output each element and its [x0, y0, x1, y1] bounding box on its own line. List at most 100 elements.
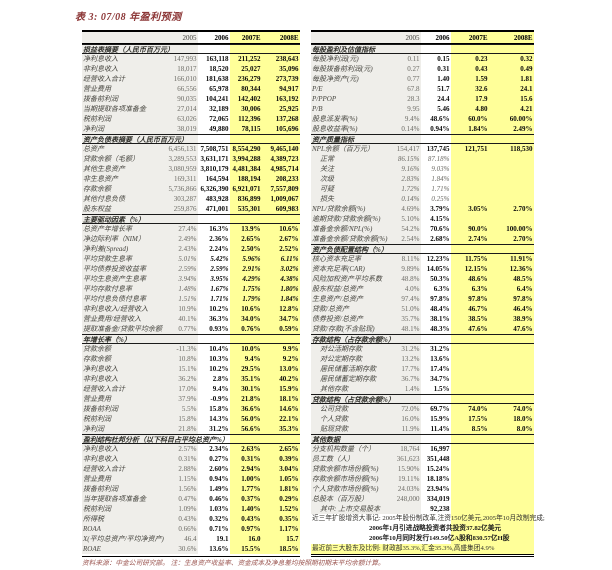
cell-2005: 10.9% — [166, 304, 198, 314]
row-label: 税前利润 — [82, 114, 166, 124]
row-label: 资本充足率(CAR) — [311, 264, 391, 274]
cell-2008e: 4.38% — [262, 274, 300, 284]
section-header-row: 盈利结构杜邦分析（以下科目占平均总资产%） — [82, 434, 300, 444]
cell-2005: 147,993 — [166, 54, 198, 64]
row-label: 营业费用 — [82, 394, 166, 404]
cell-2007e: 47.6% — [451, 324, 489, 334]
row-label: 其中: 上市交易股本 — [311, 504, 391, 514]
cell-2008e: 4,985,714 — [262, 164, 300, 174]
cell-2007e: 1.59 — [451, 74, 489, 84]
cell-2007e: 0.37% — [230, 494, 262, 504]
cell-2006: 12.23% — [426, 255, 450, 263]
cell-2007e: 21.8% — [230, 394, 262, 404]
cell-2005: 46.4 — [166, 534, 198, 544]
cell-2006: 471,001 — [205, 205, 229, 213]
cell-2006: 0.93% — [209, 325, 229, 333]
section-header-row: 其他数据 — [311, 434, 534, 444]
cell-2005: 37.9% — [166, 394, 198, 404]
row-label: 每股净资产(元) — [311, 74, 391, 84]
cell-2008e: 0.29% — [262, 494, 300, 504]
cell-2008e: 34.7% — [262, 314, 300, 324]
row-label: 当期提取各项准备金 — [82, 104, 166, 114]
cell-2006: 6,326,390 — [200, 185, 229, 193]
row-label: 对公活期存款 — [311, 344, 391, 354]
table-row: 股息派发率(%) 9.4% 48.6% 60.0% 60.00% — [311, 114, 534, 124]
cell-2006: 2.60% — [209, 465, 229, 473]
cell-2006: 10.3% — [209, 355, 229, 363]
cell-2005: 15.90% — [391, 464, 421, 474]
cell-2005: 0.14% — [391, 194, 421, 204]
cell-2006: 104,241 — [205, 95, 229, 103]
cell-2005: 27,014 — [166, 104, 198, 114]
cell-2006: 51.7 — [437, 85, 450, 93]
row-label: 净利息收入 — [82, 444, 166, 454]
cell-2006: -0.9% — [210, 395, 229, 403]
row-label: 股息派发率(%) — [311, 114, 391, 124]
table-row: 净利息收入 2.57% 2.34% 2.63% 2.65% — [82, 444, 300, 454]
col-header-2006: 2006 — [435, 34, 450, 42]
cell-2007e: 2.65% — [230, 234, 262, 244]
row-label: 生息资产/总资产 — [311, 294, 391, 304]
cell-2005: 18,764 — [391, 444, 421, 454]
row-label: 非利息收入 — [82, 454, 166, 464]
cell-2005: 1.56% — [166, 484, 198, 494]
cell-2005: 36.2% — [166, 374, 198, 384]
cell-2006: 351,448 — [426, 455, 450, 463]
cell-2007e: 34.0% — [230, 314, 262, 324]
cell-2006: 1.5% — [433, 385, 450, 393]
cell-2007e: 74.0% — [451, 404, 489, 414]
cell-2005: 6,456,131 — [166, 144, 198, 154]
cell-2007e: 4.29% — [230, 274, 262, 284]
table-row: 次级 2.83% 1.84% — [311, 174, 534, 184]
cell-2005: 8.11% — [391, 254, 421, 264]
table-row: 营业费用 1.15% 0.94% 1.00% 1.05% — [82, 474, 300, 484]
cell-2005: 3.94% — [166, 274, 198, 284]
row-label: 总资产 — [82, 144, 166, 154]
cell-2006: 1.84% — [431, 175, 450, 183]
row-label: 公司贷款 — [311, 404, 391, 414]
cell-2008e: 4.21 — [489, 104, 534, 114]
cell-2008e: 208,233 — [262, 174, 300, 184]
cell-2005: 86.15% — [391, 154, 421, 164]
table-row: 净边际利率（NIM） 2.49% 2.36% 2.65% 2.67% — [82, 234, 300, 244]
cell-2007e: 4,481,384 — [230, 164, 262, 174]
cell-2005: 0.47% — [166, 494, 198, 504]
table-row: 资本充足率(CAR) 9.89% 14.05% 12.15% 12.36% — [311, 264, 534, 274]
cell-2005: 0.27 — [391, 64, 421, 74]
cell-2007e: 1.75% — [230, 284, 262, 294]
cell-2005: 1.72% — [391, 184, 421, 194]
row-label: 总资产年增长率 — [82, 224, 166, 234]
cell-2006: 2.24% — [209, 245, 229, 253]
table-row: 总资产 6,456,131 7,508,751 8,554,290 9,465,140 — [82, 144, 300, 154]
cell-2007e — [451, 154, 489, 164]
cell-2007e: 0.97% — [230, 524, 262, 534]
table-row: 贷款余额市场份额(%) 15.90% 15.24% — [311, 464, 534, 474]
cell-2006: 97.8% — [430, 295, 450, 303]
table-row: 每股净资产(元) 0.77 1.40 1.59 1.81 — [311, 74, 534, 84]
cell-2006: 0.31 — [437, 65, 450, 73]
table-title: 表 3: 07/08 年盈利预测 — [75, 12, 182, 23]
table-row: 逾期贷款/贷款余额(%) 5.10% 4.15% — [311, 214, 534, 224]
row-label: 贷款余额市场份额(%) — [311, 464, 391, 474]
table-row: 非利息收入 36.2% 2.8% 35.1% 40.2% — [82, 374, 300, 384]
cell-2008e: 2.52% — [262, 244, 300, 254]
section-header-row: 资产负债表摘要（人民币百万元） — [82, 134, 300, 144]
cell-2007e: 10.6% — [230, 304, 262, 314]
cell-2006: 0.94% — [209, 475, 229, 483]
table-row: 正常 86.15% 87.18% — [311, 154, 534, 164]
cell-2005: 154,417 — [391, 144, 421, 154]
cell-2005: 9.95 — [391, 104, 421, 114]
cell-2005: 9.16% — [391, 164, 421, 174]
cell-2008e: 6.11% — [262, 254, 300, 264]
table-row: 居民储蓄活期存款 17.7% 17.4% — [311, 364, 534, 374]
table-row: 拨备前利润 5.5% 15.8% 36.6% 14.6% — [82, 404, 300, 414]
table-row: 准备金余额/贷款余额(%) 2.54% 2.68% 2.74% 2.70% — [311, 234, 534, 244]
cell-2007e: 121,751 — [451, 144, 489, 154]
left-table-body: 损益表摘要（人民币百万元） 净利息收入 147,993 163,118 211,252 2… — [82, 44, 300, 554]
cell-2005: 166,010 — [166, 74, 198, 84]
cell-2008e — [489, 154, 534, 164]
table-row: 准备金余额/NPL(%) 54.2% 70.6% 90.0% 100.00% — [311, 224, 534, 234]
table-row: 所得税 0.43% 0.32% 0.43% 0.35% — [82, 514, 300, 524]
table-row: 核心资本充足率 8.11% 12.23% 11.75% 11.91% — [311, 254, 534, 264]
cell-2007e — [451, 384, 489, 394]
